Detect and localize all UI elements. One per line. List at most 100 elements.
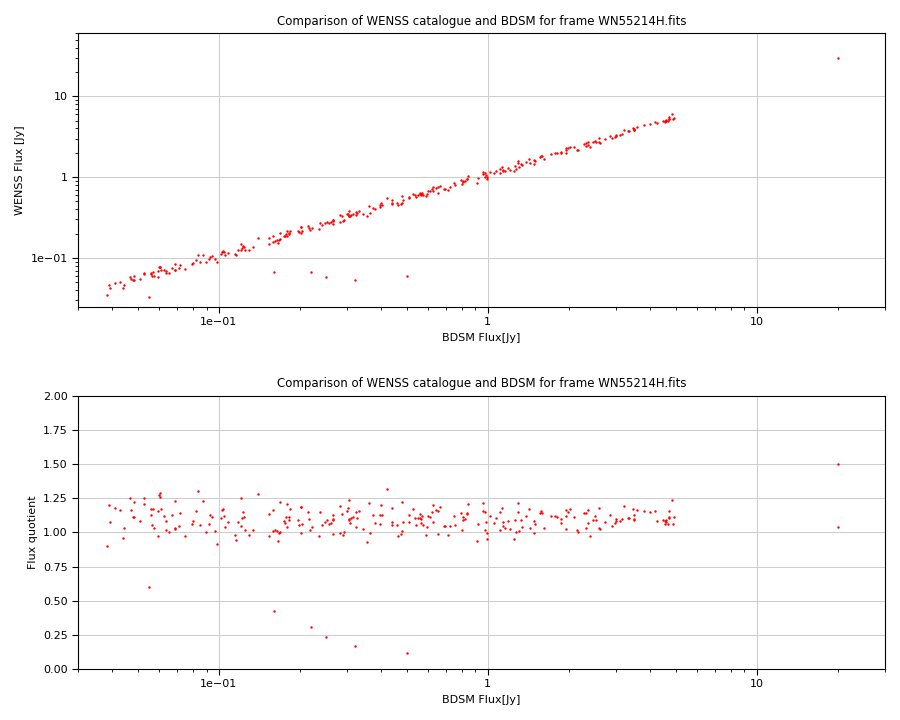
Point bbox=[213, 248, 228, 260]
Point bbox=[280, 230, 294, 242]
Point bbox=[196, 250, 211, 261]
Point bbox=[528, 155, 543, 166]
Point bbox=[147, 271, 161, 282]
Point bbox=[603, 130, 617, 142]
Point bbox=[159, 516, 174, 527]
Point bbox=[137, 498, 151, 510]
Point bbox=[448, 519, 463, 531]
Point bbox=[272, 527, 286, 539]
Point bbox=[442, 181, 456, 193]
Point bbox=[312, 530, 327, 541]
Point bbox=[326, 510, 340, 521]
Point bbox=[627, 515, 642, 526]
Point bbox=[126, 511, 140, 523]
Point bbox=[406, 189, 420, 200]
Point bbox=[579, 522, 593, 534]
Point bbox=[123, 504, 138, 516]
Point bbox=[115, 283, 130, 294]
Point bbox=[510, 498, 525, 509]
Point bbox=[526, 158, 541, 169]
Point bbox=[318, 217, 332, 229]
Point bbox=[294, 501, 309, 513]
Point bbox=[266, 526, 280, 537]
Point bbox=[340, 209, 355, 220]
Point bbox=[577, 138, 591, 149]
Point bbox=[374, 499, 388, 510]
Point bbox=[132, 274, 147, 285]
Point bbox=[151, 505, 166, 516]
Point bbox=[413, 517, 428, 528]
Point bbox=[337, 526, 351, 538]
Point bbox=[436, 521, 451, 532]
Point bbox=[586, 514, 600, 526]
Point bbox=[615, 513, 629, 525]
Point bbox=[656, 115, 670, 127]
Point bbox=[582, 531, 597, 542]
Point bbox=[280, 521, 294, 533]
Point bbox=[410, 513, 425, 524]
Point bbox=[282, 228, 296, 240]
Point bbox=[152, 261, 166, 273]
Point bbox=[319, 271, 333, 283]
Point bbox=[495, 161, 509, 173]
Point bbox=[202, 253, 217, 264]
Point bbox=[636, 120, 651, 131]
Point bbox=[150, 531, 165, 542]
Point bbox=[559, 143, 573, 154]
Point bbox=[123, 492, 138, 504]
Point bbox=[420, 521, 435, 533]
Point bbox=[534, 150, 548, 162]
Point bbox=[588, 510, 602, 522]
Point bbox=[454, 179, 469, 190]
Point bbox=[456, 175, 471, 186]
Point bbox=[508, 163, 523, 174]
Point bbox=[666, 518, 680, 530]
Point bbox=[238, 244, 252, 256]
Point bbox=[205, 251, 220, 262]
Point bbox=[302, 225, 317, 236]
Point bbox=[507, 166, 521, 177]
Point bbox=[487, 167, 501, 179]
Point bbox=[554, 147, 568, 158]
Point bbox=[664, 109, 679, 120]
Point bbox=[523, 158, 537, 169]
Point bbox=[322, 217, 337, 228]
Point bbox=[478, 171, 492, 183]
Point bbox=[662, 113, 676, 125]
Point bbox=[246, 241, 260, 253]
Point bbox=[194, 256, 208, 267]
Point bbox=[415, 510, 429, 521]
Point bbox=[559, 510, 573, 522]
Point bbox=[196, 495, 211, 507]
Point bbox=[117, 279, 131, 291]
Point bbox=[113, 505, 128, 516]
Point bbox=[487, 517, 501, 528]
X-axis label: BDSM Flux[Jy]: BDSM Flux[Jy] bbox=[443, 695, 521, 705]
Point bbox=[627, 123, 642, 135]
Point bbox=[401, 192, 416, 204]
Point bbox=[460, 173, 474, 184]
Point bbox=[554, 146, 568, 158]
Point bbox=[666, 114, 680, 125]
Point bbox=[103, 282, 117, 294]
Point bbox=[333, 216, 347, 228]
Point bbox=[548, 510, 562, 522]
Point bbox=[168, 264, 183, 276]
Point bbox=[385, 519, 400, 531]
Point bbox=[563, 503, 578, 515]
Point bbox=[500, 163, 515, 174]
Point bbox=[315, 220, 329, 231]
Point bbox=[392, 530, 406, 541]
Point bbox=[395, 526, 410, 537]
Point bbox=[626, 122, 640, 134]
Point bbox=[390, 520, 404, 531]
Point bbox=[480, 174, 494, 185]
Point bbox=[186, 515, 201, 526]
Point bbox=[326, 218, 340, 230]
Point bbox=[271, 536, 285, 547]
Point bbox=[408, 512, 422, 523]
Point bbox=[320, 514, 335, 526]
Point bbox=[527, 516, 542, 527]
Point bbox=[480, 534, 494, 545]
Point bbox=[303, 266, 318, 277]
